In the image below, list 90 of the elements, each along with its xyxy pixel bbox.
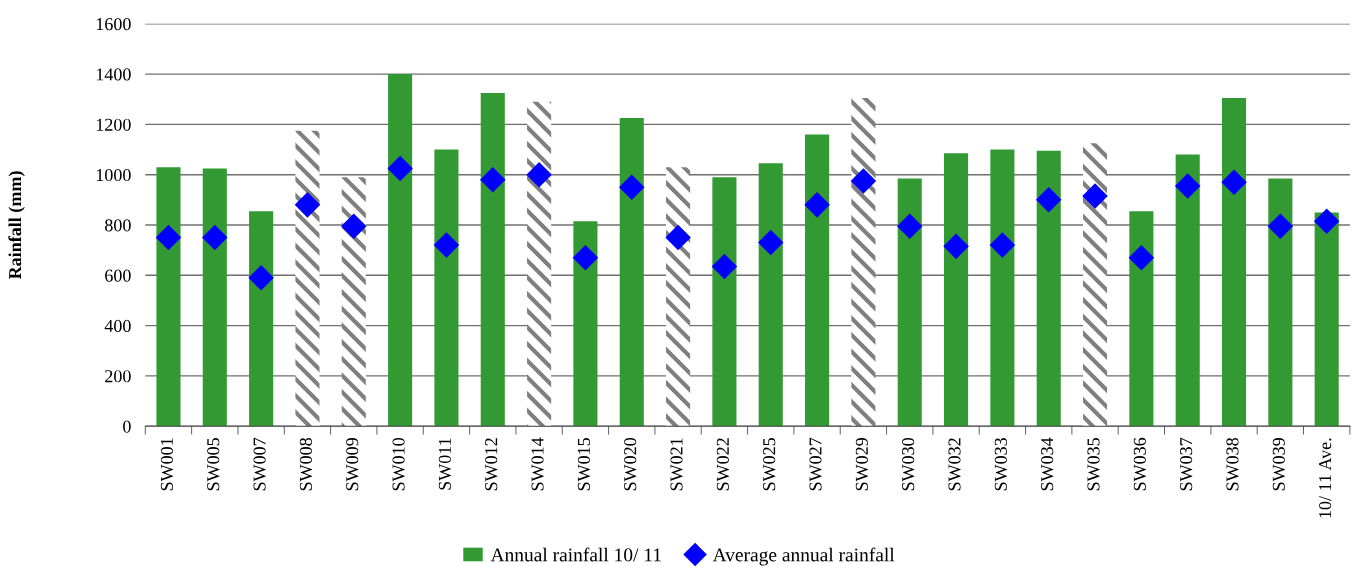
bar (1036, 150, 1061, 427)
x-tick-label: SW029 (855, 438, 869, 491)
point (248, 265, 274, 291)
y-tick-label: 0 (123, 420, 131, 433)
bar (1083, 143, 1108, 427)
y-tick-label: 200 (105, 370, 131, 383)
point (572, 245, 598, 271)
x-tick-label: SW021 (670, 438, 683, 491)
x-tick-label: SW015 (577, 438, 591, 491)
x-tick-label: SW032 (948, 438, 961, 491)
x-tick-label: SW008 (299, 438, 313, 491)
y-tick-label: 800 (105, 219, 131, 232)
x-tick-label: SW025 (763, 438, 776, 491)
point (1221, 169, 1247, 195)
point (1082, 183, 1108, 209)
bar (527, 101, 552, 427)
point (989, 232, 1015, 258)
x-tick-label: SW001 (160, 438, 174, 491)
bar (480, 92, 505, 427)
x-tick-label: SW033 (994, 438, 1007, 491)
bar (202, 168, 227, 427)
point (665, 225, 691, 251)
x-tick-label: SW035 (1087, 438, 1100, 491)
x-tick-label: SW037 (1180, 437, 1193, 491)
bar (990, 149, 1015, 427)
point (804, 192, 830, 218)
bar (1268, 178, 1293, 427)
y-tick-label: 600 (105, 269, 131, 282)
y-tick-label: 400 (104, 319, 131, 333)
point (202, 225, 228, 251)
point (294, 192, 320, 218)
bar (1221, 97, 1247, 427)
bar (944, 153, 969, 427)
point (526, 162, 552, 188)
x-tick-label: SW010 (392, 438, 405, 491)
x-tick-label: SW009 (346, 438, 359, 491)
bar (851, 97, 876, 427)
point (387, 155, 413, 181)
bar (156, 167, 181, 427)
point (433, 232, 459, 258)
x-tick-label: SW038 (1226, 438, 1239, 491)
point (850, 168, 876, 194)
y-tick-label: 1200 (96, 118, 131, 131)
x-tick-label: SW012 (485, 438, 498, 491)
x-tick-label: SW034 (1041, 437, 1054, 491)
point (758, 230, 784, 256)
bar (1175, 154, 1200, 427)
x-tick-label: SW022 (716, 438, 730, 491)
y-tick-label: 1400 (96, 68, 131, 81)
legend-label: Average annual rainfall (712, 547, 895, 566)
x-tick-label: SW005 (207, 438, 220, 491)
bar (388, 74, 413, 427)
bar (805, 134, 830, 427)
x-tick-label: SW011 (438, 438, 452, 490)
point (155, 225, 181, 251)
bar (249, 211, 274, 427)
point (897, 213, 923, 239)
x-tick-label: SW020 (624, 438, 637, 491)
bar (573, 221, 598, 427)
x-tick-label: SW007 (253, 437, 266, 491)
point (341, 213, 367, 239)
bar (1129, 211, 1154, 427)
bar (897, 178, 922, 427)
bar (341, 177, 366, 427)
bar (619, 118, 644, 427)
y-tick-label: 1000 (96, 168, 131, 182)
point (711, 254, 737, 279)
bar (295, 130, 320, 427)
legend-label: Annual rainfall 10/ 11 (490, 547, 661, 562)
bar (666, 167, 691, 427)
y-tick-label: 1600 (96, 18, 131, 31)
bar (712, 177, 737, 427)
y-axis-title: Rainfall (mm) (8, 171, 25, 280)
x-tick-label: SW027 (809, 437, 822, 491)
bar (434, 149, 459, 427)
point (1267, 213, 1293, 239)
point (943, 233, 969, 259)
point (1314, 208, 1340, 234)
x-tick-label: SW014 (531, 437, 544, 491)
point (480, 167, 506, 193)
x-tick-label: 10/ 11 Ave. (1319, 438, 1332, 518)
point (1175, 173, 1201, 199)
x-tick-label: SW036 (1133, 437, 1146, 491)
x-tick-label: SW039 (1272, 438, 1285, 491)
x-tick-label: SW030 (902, 438, 915, 491)
bar (758, 163, 783, 427)
point (1128, 245, 1154, 271)
point (1036, 187, 1062, 213)
point (619, 174, 645, 200)
bar (1314, 212, 1339, 427)
